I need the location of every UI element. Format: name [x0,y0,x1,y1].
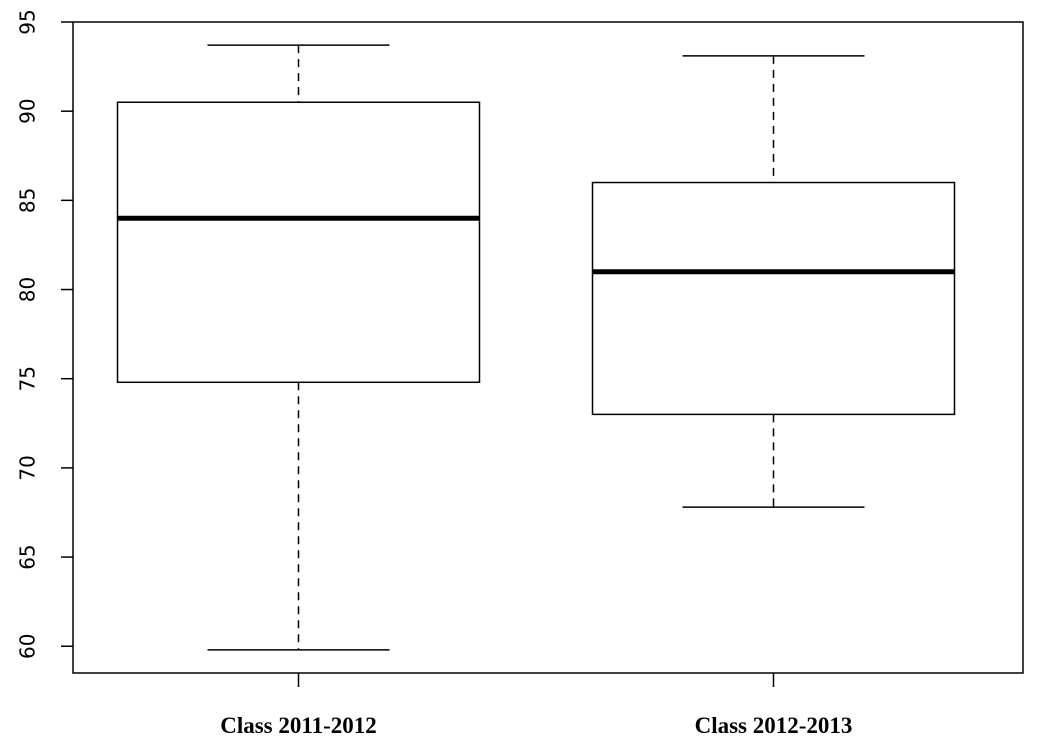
boxes [116,44,956,651]
y-axis: 60 65 70 75 80 85 90 95 [16,9,73,659]
x-tick-label: Class 2012-2013 [695,713,853,738]
iqr-box [116,101,481,384]
y-tick-label: 80 [16,277,40,302]
box-2 [591,55,956,508]
y-tick-label: 70 [16,455,40,480]
y-tick-label: 75 [16,366,40,391]
y-tick-label: 65 [16,544,40,569]
x-tick-label: Class 2011-2012 [220,713,377,738]
x-axis: Class 2011-2012 Class 2012-2013 [220,673,852,738]
plot-border [72,21,1024,674]
plot-frame [72,21,1024,674]
y-tick-label: 60 [16,634,40,659]
box-1 [116,44,481,651]
y-tick-label: 90 [16,98,40,123]
y-tick-label: 85 [16,188,40,213]
iqr-box [591,181,956,416]
y-tick-label: 95 [16,9,40,34]
